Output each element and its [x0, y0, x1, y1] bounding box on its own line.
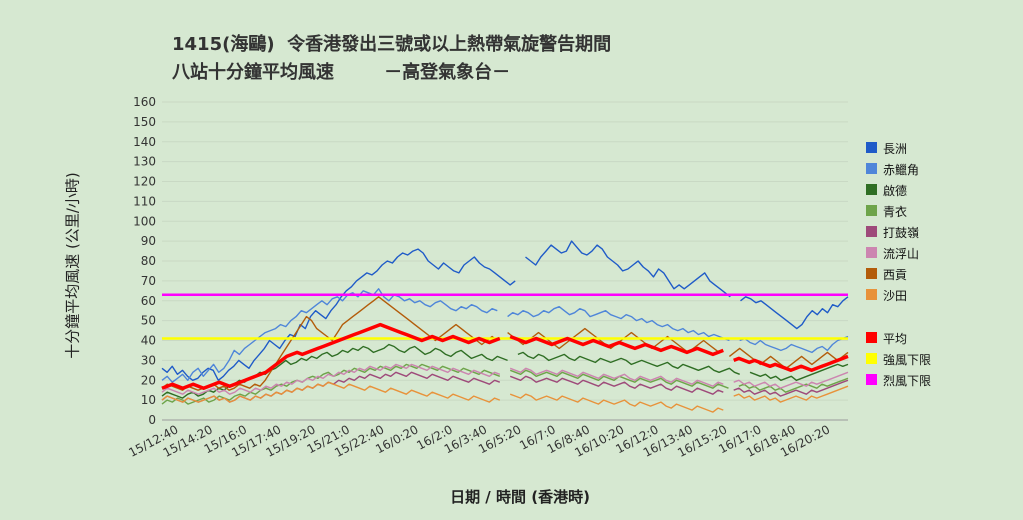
legend-item: 強風下限 [866, 351, 1016, 367]
legend-label: 啟德 [883, 184, 908, 198]
gridlines [162, 101, 848, 421]
legend-swatch [866, 268, 877, 279]
y-tick-label: 60 [141, 294, 156, 308]
series-line-平均 [161, 322, 849, 390]
x-axis-title: 日期 / 時間 (香港時) [450, 488, 590, 506]
y-tick-label: 80 [141, 254, 156, 268]
legend-swatch [866, 374, 877, 385]
legend-label: 強風下限 [883, 353, 932, 367]
y-tick-label: 130 [133, 155, 156, 169]
y-tick-label: 100 [133, 214, 156, 228]
legend-item: 啟德 [866, 182, 1016, 198]
y-tick-label: 110 [133, 194, 156, 208]
legend-item: 長洲 [866, 140, 1016, 156]
y-tick-label: 0 [148, 413, 156, 427]
legend-swatch [866, 332, 877, 343]
series-line-赤鱲角 [161, 288, 849, 383]
y-tick-label: 40 [141, 334, 156, 348]
y-tick-label: 160 [133, 95, 156, 109]
legend-swatch [866, 163, 877, 174]
series-lines [161, 240, 849, 413]
legend-item: 流浮山 [866, 245, 1016, 261]
series-line-長洲 [161, 240, 849, 381]
legend-label: 平均 [883, 332, 908, 346]
series-line-沙田 [161, 381, 849, 413]
legend-swatch [866, 205, 877, 216]
series-line-西貢 [161, 296, 849, 391]
legend-item: 平均 [866, 330, 1016, 346]
legend-swatch [866, 353, 877, 364]
legend-swatch [866, 184, 877, 195]
legend-item: 沙田 [866, 287, 1016, 303]
legend-label: 赤鱲角 [883, 163, 920, 177]
chart-subtitle: 八站十分鐘平均風速 －高登氣象台－ [172, 62, 511, 83]
legend-label: 烈風下限 [883, 374, 932, 388]
legend-item: 打鼓嶺 [866, 224, 1016, 240]
y-tick-label: 120 [133, 175, 156, 189]
legend-item: 赤鱲角 [866, 161, 1016, 177]
legend-swatch [866, 142, 877, 153]
legend-label: 長洲 [883, 142, 908, 156]
legend-label: 青衣 [883, 205, 908, 219]
legend-item: 青衣 [866, 203, 1016, 219]
legend-swatch [866, 226, 877, 237]
y-tick-label: 150 [133, 115, 156, 129]
legend-label: 流浮山 [883, 247, 920, 261]
y-tick-labels: 0 10 20 30 40 50 60 70 80 90 100 110 120 130 140 150 160 [133, 95, 156, 427]
y-tick-label: 20 [141, 373, 156, 387]
y-tick-label: 90 [141, 234, 156, 248]
y-tick-label: 50 [141, 314, 156, 328]
legend-label: 打鼓嶺 [883, 226, 920, 240]
y-tick-label: 140 [133, 135, 156, 149]
y-tick-label: 70 [141, 274, 156, 288]
chart-title: 1415(海鷗) 令香港發出三號或以上熱帶氣旋警告期間 [172, 34, 612, 55]
legend-item: 西貢 [866, 266, 1016, 282]
x-tick-labels: 15/12:4015/14:2015/16:015/17:4015/19:201… [126, 422, 832, 460]
y-tick-label: 10 [141, 393, 156, 407]
legend-swatch [866, 247, 877, 258]
series-line-流浮山 [161, 363, 849, 395]
y-tick-label: 30 [141, 353, 156, 367]
legend-label: 西貢 [883, 268, 908, 282]
y-axis-title: 十分鐘平均風速 (公里/小時) [63, 172, 82, 359]
legend-label: 沙田 [883, 289, 908, 303]
legend-item: 烈風下限 [866, 372, 1016, 388]
legend-swatch [866, 289, 877, 300]
